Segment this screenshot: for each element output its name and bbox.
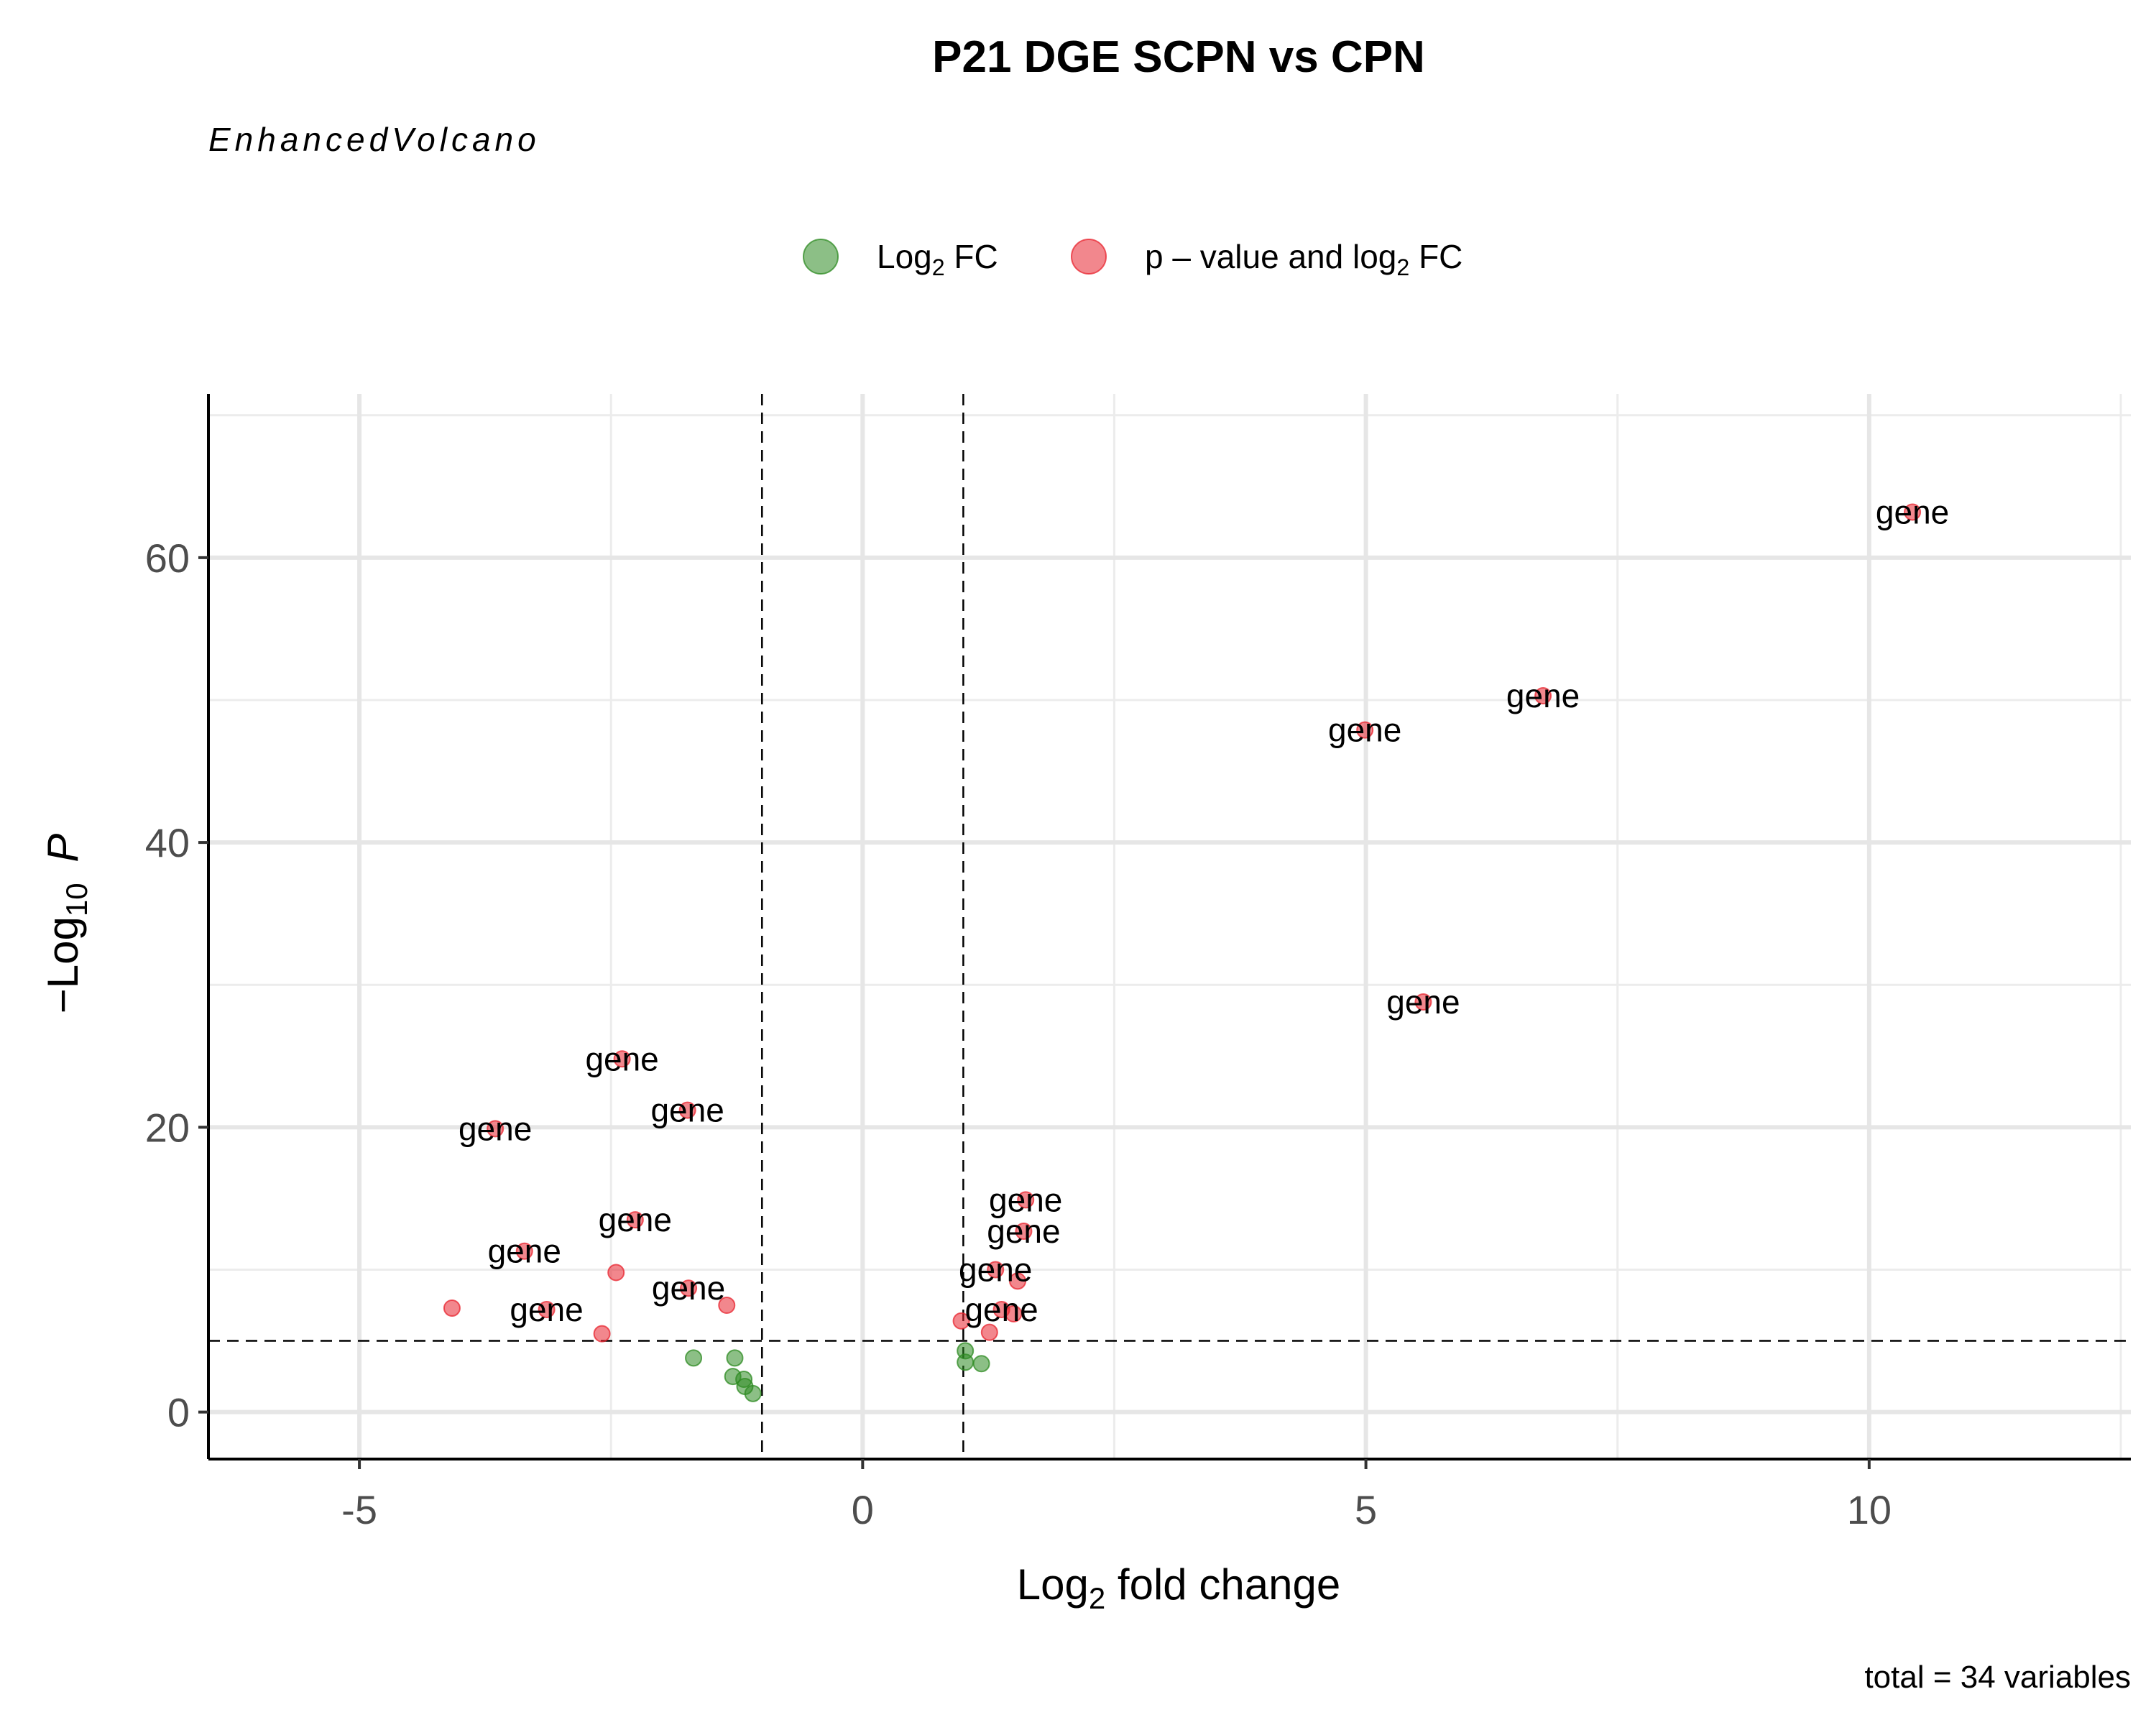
chart-subtitle: EnhancedVolcano [208,121,540,158]
gene-label-1-10: gene [488,1233,561,1270]
x-tick-label-2: 5 [1355,1487,1377,1532]
data-point-1-3 [1414,993,1432,1011]
data-points [443,503,1922,1402]
data-point-0-5 [744,1384,762,1402]
y-axis-title: −Log10 P [39,834,93,1014]
data-point-1-2 [1356,721,1374,739]
data-point-1-19 [1005,1305,1023,1322]
data-point-1-9 [1015,1222,1033,1240]
gene-label-1-11: gene [959,1251,1032,1288]
plot-grid [208,394,2131,1459]
gene-label-1-18: gene [964,1291,1038,1328]
data-point-1-22 [593,1325,611,1343]
gene-label-1-17: gene [510,1291,583,1328]
axes: -5 0 5 10 0 20 40 60 [145,394,2131,1532]
y-tick-label-0: 0 [167,1390,190,1435]
gene-label-1-14: gene [652,1269,725,1307]
data-point-1-8 [626,1211,644,1229]
data-point-1-14 [680,1279,698,1297]
chart-title: P21 DGE SCPN vs CPN [932,32,1425,82]
gene-label-1-9: gene [987,1213,1060,1250]
gene-label-1-5: gene [650,1092,724,1129]
data-point-0-8 [972,1355,990,1373]
x-axis-title: Log2 fold change [1017,1560,1340,1615]
x-tick-label-0: -5 [341,1487,377,1532]
data-point-1-11 [987,1261,1005,1279]
data-point-1-4 [613,1050,631,1068]
legend-label-fc: Log2 FC [877,238,998,280]
data-point-1-0 [1904,503,1922,521]
data-point-1-13 [607,1264,625,1282]
gene-label-1-4: gene [585,1040,658,1077]
x-tick-label-3: 10 [1847,1487,1892,1532]
data-point-1-5 [678,1101,696,1119]
y-tick-label-3: 60 [145,535,190,581]
data-point-0-1 [726,1349,744,1367]
gene-label-1-7: gene [989,1181,1062,1218]
data-point-0-7 [957,1353,975,1371]
data-point-1-16 [443,1299,461,1317]
gene-label-1-3: gene [1386,983,1460,1021]
gene-label-1-6: gene [459,1110,532,1147]
data-point-1-10 [515,1242,533,1260]
data-point-1-17 [538,1300,556,1318]
data-point-0-0 [685,1349,703,1367]
legend-key-both [1071,239,1107,275]
data-point-1-1 [1534,687,1552,705]
gene-label-1-2: gene [1328,712,1401,749]
data-point-1-20 [952,1312,970,1330]
data-point-1-12 [1009,1272,1027,1290]
gene-label-1-8: gene [599,1201,672,1238]
y-tick-label-1: 20 [145,1105,190,1150]
legend-label-both: p – value and log2 FC [1145,238,1462,280]
data-point-1-21 [980,1323,998,1341]
cutoff-lines [208,394,2131,1459]
data-point-1-6 [487,1120,505,1138]
chart-caption: total = 34 variables [1864,1660,2131,1695]
x-tick-label-1: 0 [852,1487,874,1532]
gene-label-1-1: gene [1506,677,1580,714]
legend-key-fc [803,239,839,275]
data-point-1-7 [1017,1191,1035,1209]
y-tick-label-2: 40 [145,820,190,865]
legend: Log2 FC p – value and log2 FC [803,238,1462,280]
gene-label-1-0: gene [1876,493,1949,530]
data-point-1-15 [718,1297,736,1315]
